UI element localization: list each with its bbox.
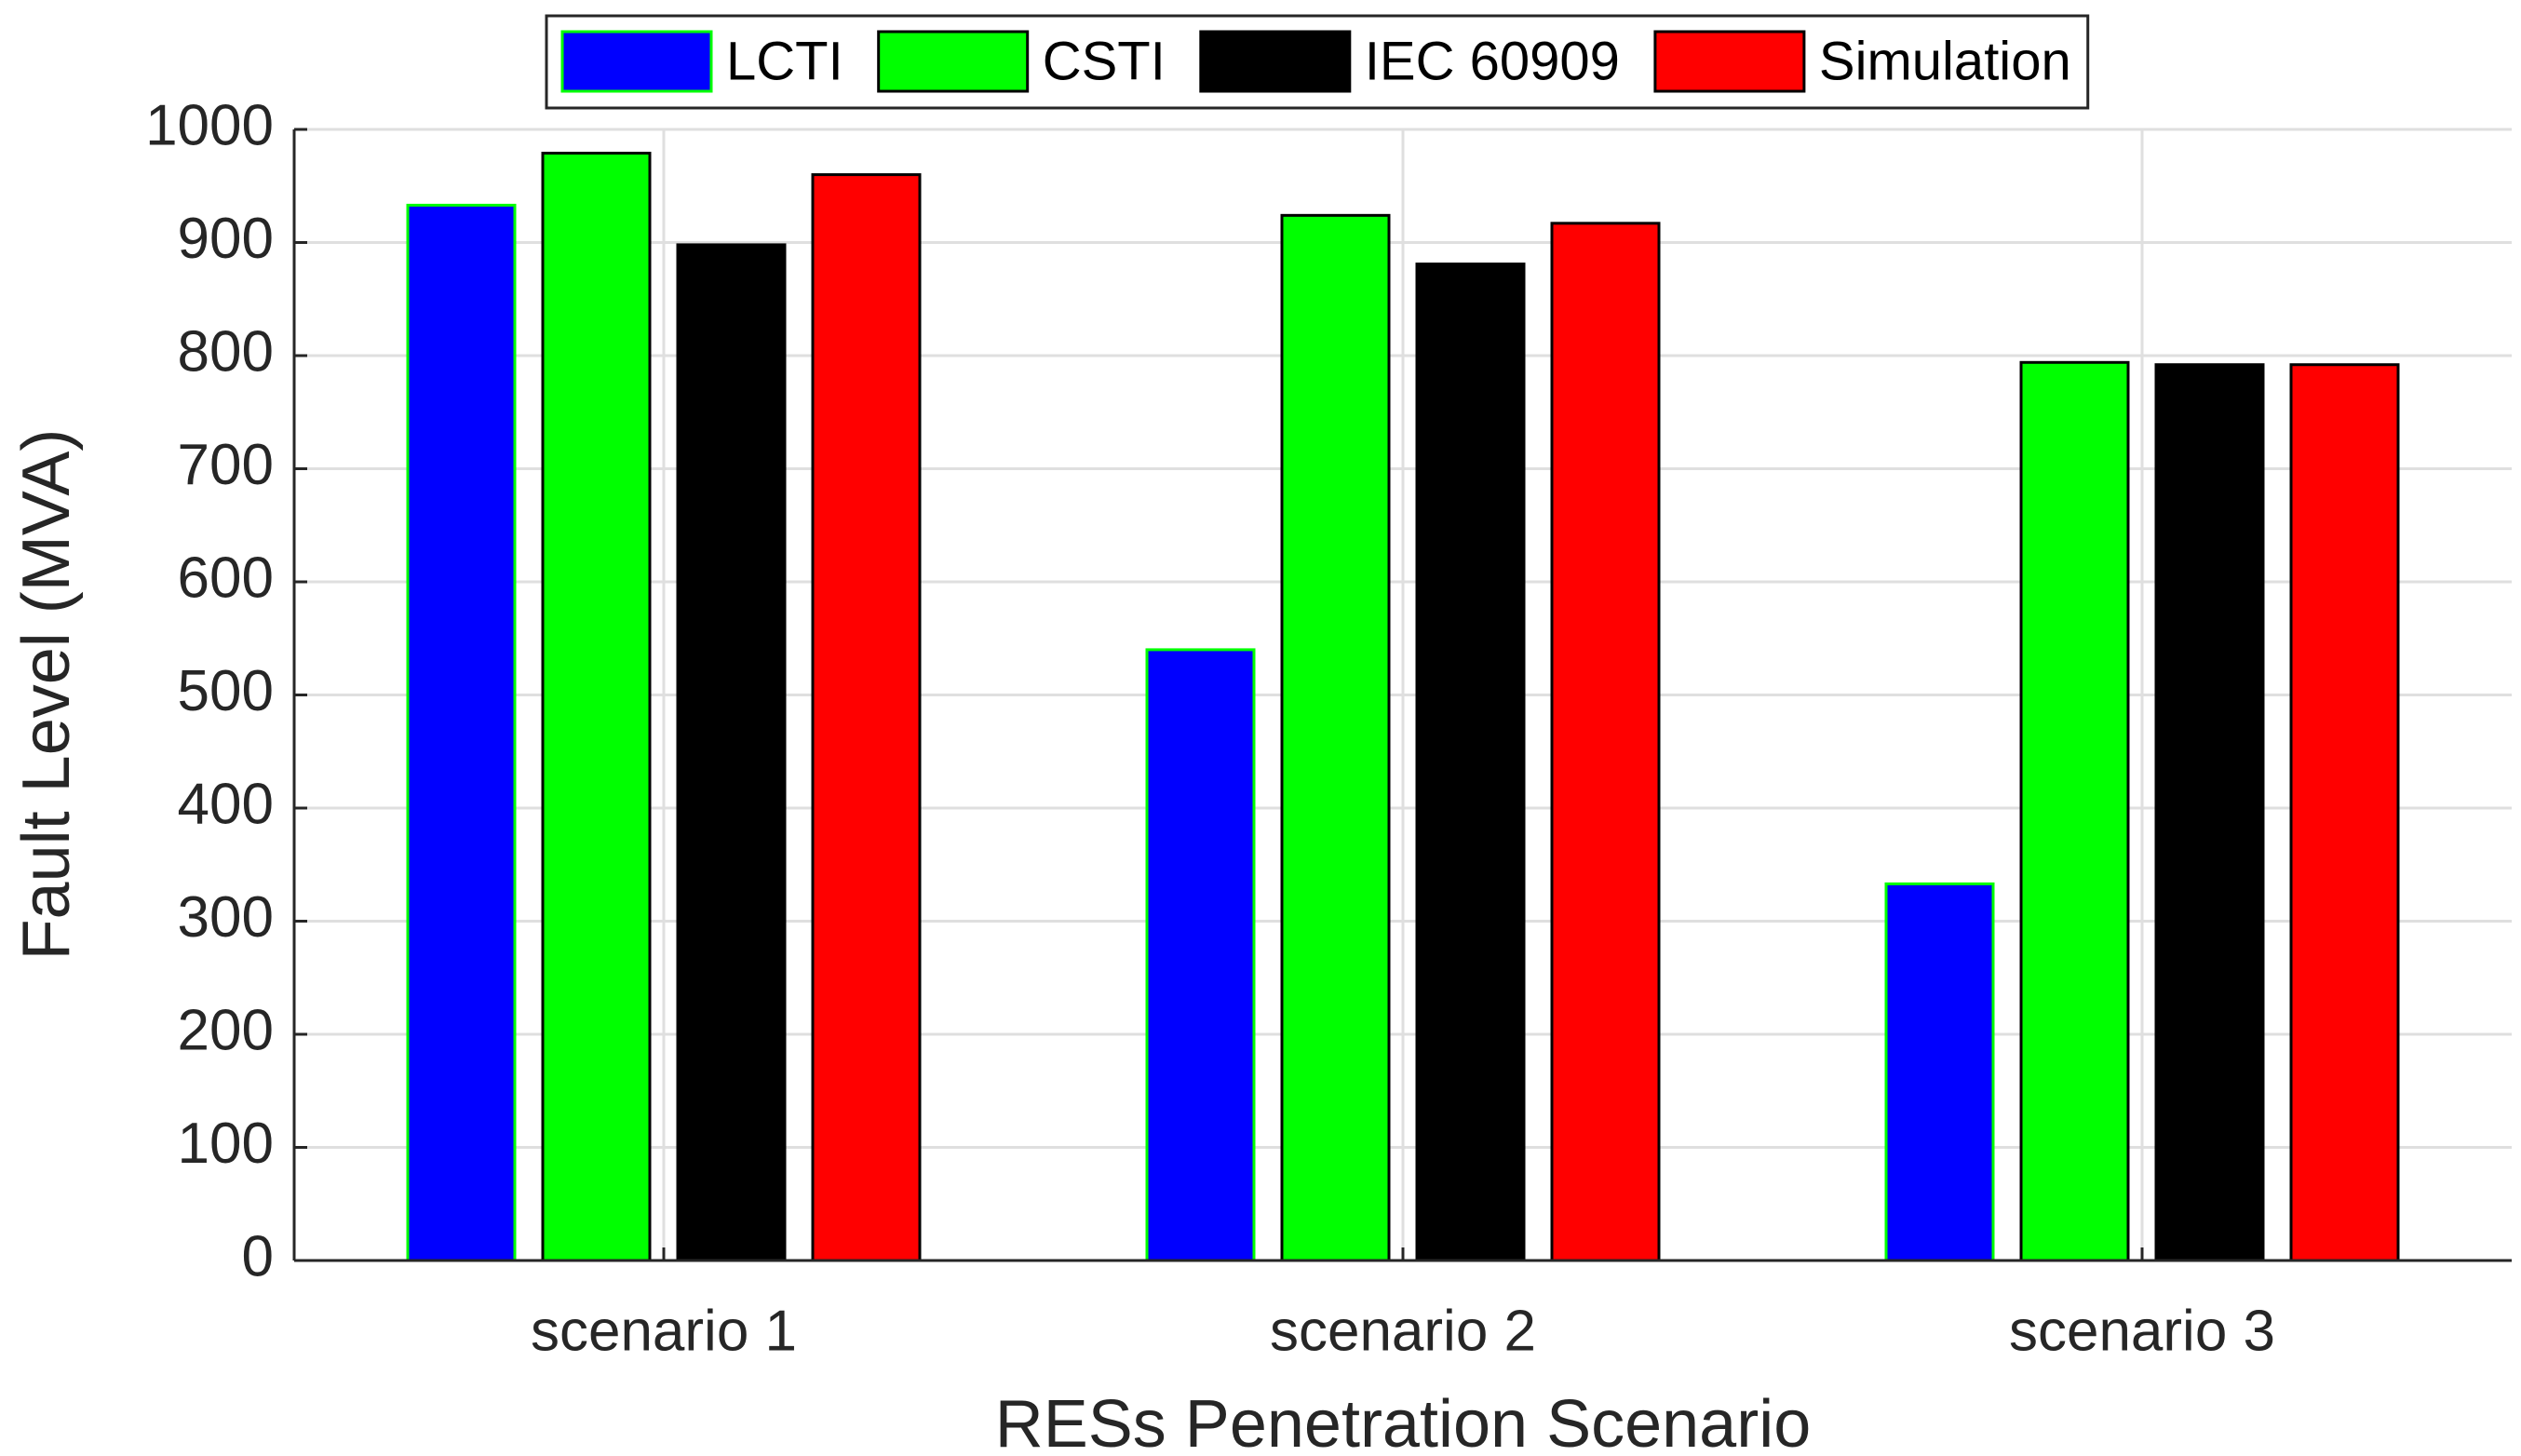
bar xyxy=(1280,213,1391,1262)
legend-swatch xyxy=(560,30,713,93)
y-tick-label: 200 xyxy=(178,998,274,1062)
legend-label: Simulation xyxy=(1819,31,2071,91)
y-tick-label: 100 xyxy=(178,1112,274,1176)
legend-swatch xyxy=(1199,30,1352,93)
x-tick-label: scenario 2 xyxy=(1270,1299,1536,1363)
x-tick-label: scenario 1 xyxy=(531,1299,797,1363)
bar xyxy=(406,203,517,1262)
y-tick-label: 300 xyxy=(178,885,274,950)
y-tick-label: 600 xyxy=(178,546,274,610)
y-tick-label: 400 xyxy=(178,772,274,836)
y-tick-label: 1000 xyxy=(145,93,274,157)
y-axis-label: Fault Level (MVA) xyxy=(9,429,84,961)
bar xyxy=(811,173,922,1262)
legend-label: LCTI xyxy=(726,31,843,91)
legend-swatch xyxy=(877,30,1030,93)
bar xyxy=(2154,363,2265,1262)
bar xyxy=(676,243,787,1262)
legend-label: IEC 60909 xyxy=(1365,31,1620,91)
bar xyxy=(1145,648,1256,1262)
x-tick-label: scenario 3 xyxy=(2009,1299,2275,1363)
y-tick-label: 800 xyxy=(178,319,274,384)
x-axis-label: RESs Penetration Scenario xyxy=(995,1387,1811,1456)
legend-swatch xyxy=(1653,30,1806,93)
y-tick-label: 0 xyxy=(242,1224,274,1288)
y-tick-label: 500 xyxy=(178,659,274,723)
bar xyxy=(1550,222,1661,1262)
bar xyxy=(1884,882,1995,1262)
y-tick-label: 900 xyxy=(178,207,274,271)
bar xyxy=(2289,363,2400,1262)
y-tick-label: 700 xyxy=(178,433,274,497)
bar xyxy=(1415,263,1526,1262)
bar xyxy=(2019,360,2130,1262)
legend-label: CSTI xyxy=(1043,31,1166,91)
bar xyxy=(541,152,652,1262)
